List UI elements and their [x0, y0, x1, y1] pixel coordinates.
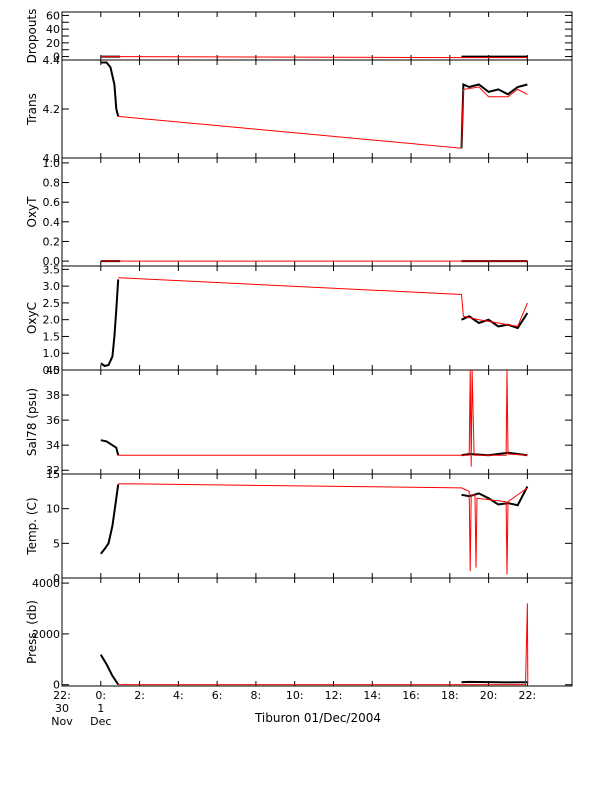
raw-series-line: [461, 680, 528, 684]
y-tick-label: 10: [46, 503, 60, 516]
fit-series-line: [100, 56, 528, 59]
raw-series-line: [100, 279, 120, 368]
y-axis-title: Sal78 (psu): [25, 388, 39, 456]
y-tick-label: 2.0: [43, 314, 61, 327]
x-tick-label: 6:: [212, 689, 223, 702]
y-tick-label: 40: [46, 23, 60, 36]
y-tick-label: 36: [46, 414, 60, 427]
x-tick-label: 22:: [53, 689, 71, 702]
x-tick-label: 10:: [286, 689, 304, 702]
x-tick-label: 16:: [402, 689, 420, 702]
y-tick-label: 60: [46, 9, 60, 22]
raw-series-line: [100, 61, 120, 117]
y-tick-label: 38: [46, 389, 60, 402]
raw-series-line: [99, 654, 120, 686]
y-tick-label: 1.5: [43, 330, 61, 343]
raw-series-line: [460, 82, 528, 149]
y-axis-title: Dropouts: [25, 9, 39, 64]
y-tick-label: 15: [46, 468, 60, 481]
panel-1: 4.0 4.2 4.4 Trans: [25, 54, 573, 165]
y-tick-label: 5: [53, 537, 60, 550]
y-tick-label: 32: [46, 464, 60, 477]
y-axis-title: OxyC: [25, 302, 39, 334]
y-axis-title: OxyT: [25, 196, 39, 228]
y-tick-label: 0.5: [43, 364, 61, 377]
fit-series-line: [118, 86, 528, 149]
y-tick-label: 0: [53, 679, 60, 692]
y-tick-label: 4.2: [43, 103, 61, 116]
y-tick-label: 0.8: [43, 177, 61, 190]
y-tick-label: 2000: [32, 628, 60, 641]
y-tick-label: 4.4: [43, 54, 61, 67]
x-tick-label: 2:: [134, 689, 145, 702]
x-tick-label: Dec: [90, 715, 111, 728]
y-tick-label: 3.0: [43, 280, 61, 293]
x-tick-label: 1: [97, 702, 104, 715]
y-tick-label: 1.0: [43, 157, 61, 170]
raw-series-line: [100, 484, 120, 555]
panel-4: 32 34 36 38 40 Sal78 (psu): [25, 364, 573, 477]
fit-series-line: [118, 483, 528, 575]
y-tick-label: 4.0: [43, 152, 61, 165]
x-tick-label: 0:: [95, 689, 106, 702]
panel-6: 0 2000 4000 Press. (db): [25, 577, 573, 692]
raw-series-line: [100, 439, 120, 456]
panel-frame: [61, 577, 573, 687]
chart-panels: 0204060Dropouts4.04.24.4Trans0.00.20.40.…: [25, 9, 573, 692]
y-tick-label: 3.5: [43, 263, 61, 276]
y-tick-label: 20: [46, 37, 60, 50]
figure-title: Tiburon 01/Dec/2004: [254, 711, 381, 725]
x-tick-label: 4:: [173, 689, 184, 702]
y-axis-title: Trans: [25, 93, 39, 126]
y-tick-label: 40: [46, 364, 60, 377]
x-tick-label: 12:: [325, 689, 343, 702]
y-axis-title: Temp. (C): [25, 497, 39, 555]
y-tick-label: 34: [46, 439, 60, 452]
fit-series-line: [118, 370, 528, 467]
x-tick-label: 20:: [480, 689, 498, 702]
y-tick-label: 0: [53, 51, 60, 64]
y-axis-title: Press. (db): [25, 600, 39, 664]
x-tick-label: 22:: [519, 689, 537, 702]
y-tick-label: 2.5: [43, 297, 61, 310]
x-tick-label: 14:: [363, 689, 381, 702]
y-tick-label: 0: [53, 572, 60, 585]
y-tick-label: 1.0: [43, 347, 61, 360]
y-tick-label: 0.4: [43, 216, 61, 229]
fit-series-line: [118, 277, 528, 327]
y-tick-label: 0.2: [43, 235, 61, 248]
x-tick-label: 8:: [251, 689, 262, 702]
x-tick-label: 18:: [441, 689, 459, 702]
y-tick-label: 0.6: [43, 196, 61, 209]
y-tick-label: 0.0: [43, 255, 61, 268]
x-tick-label: Nov: [51, 715, 73, 728]
x-tick-label: 30: [55, 702, 69, 715]
fit-series-line: [118, 603, 529, 686]
y-tick-label: 4000: [32, 577, 60, 590]
